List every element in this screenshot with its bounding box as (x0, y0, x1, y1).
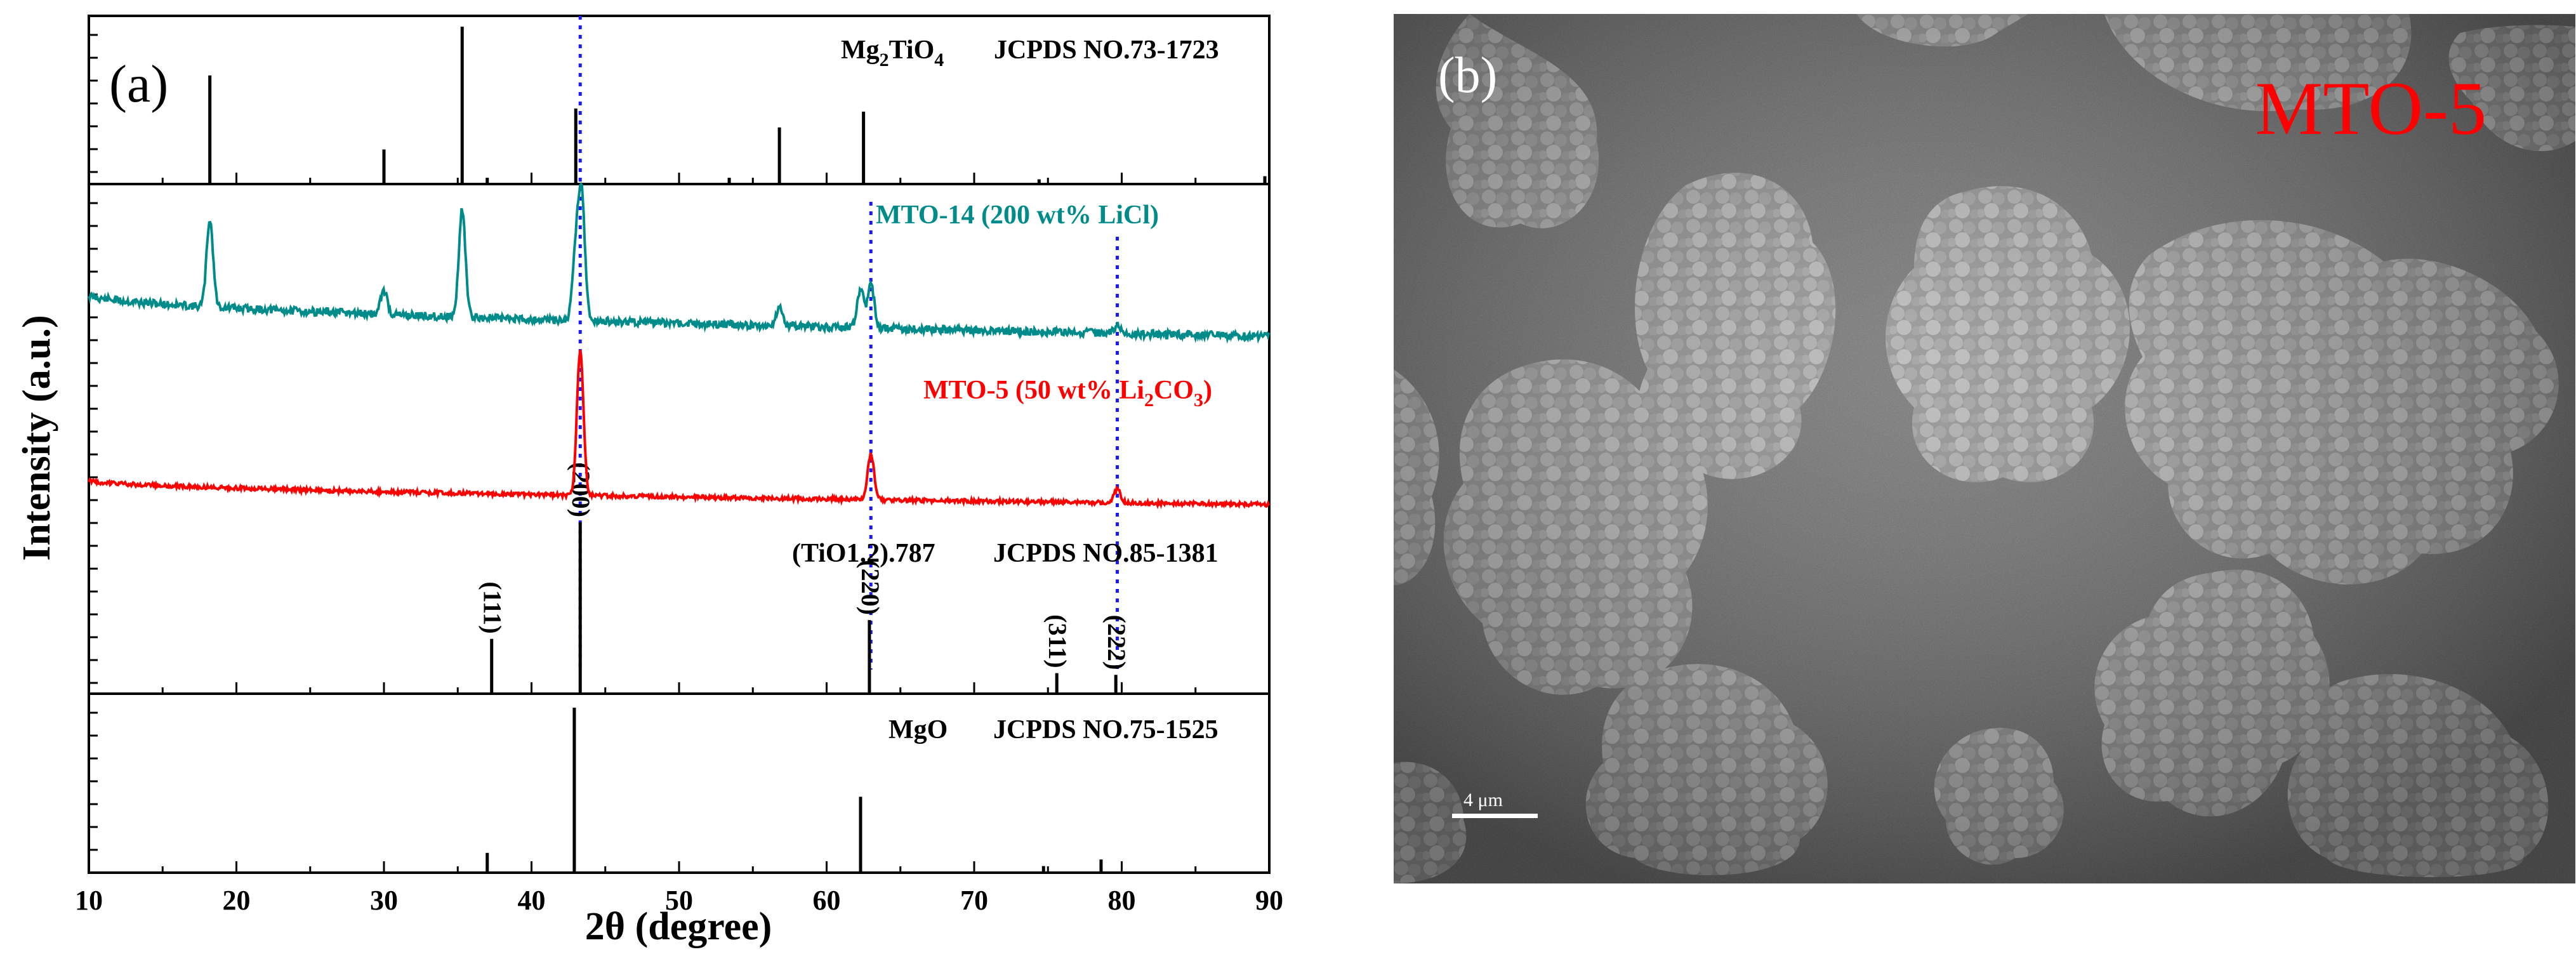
x-tick-label: 30 (370, 885, 398, 916)
x-tick-label: 60 (813, 885, 841, 916)
sem-panel-label: (b) (1438, 48, 1498, 103)
xrd-chart: 10 20 30 40 50 60 70 80 90 (111)(200)(220)(311)(… (15, 15, 1283, 948)
sem-micrograph: (b) MTO-5 4 μm (1394, 14, 2575, 883)
mgo-card: JCPDS NO.75-1525 (993, 715, 1219, 744)
axis-ticks: 10 20 30 40 50 60 70 80 90 (75, 34, 1283, 916)
mgo-label: MgO (888, 715, 948, 744)
mto14-pattern (88, 182, 1271, 344)
x-tick-label: 80 (1108, 885, 1136, 916)
x-tick-label: 70 (960, 885, 988, 916)
mto5-pattern (88, 350, 1271, 510)
reference-lines (578, 16, 1120, 670)
hkl-label: (111) (479, 581, 507, 633)
x-tick-label: 40 (518, 885, 546, 916)
y-axis-title: Intensity (a.u.) (15, 315, 58, 561)
hkl-label: (311) (1043, 614, 1072, 668)
tio-label: (TiO1.2).787 (792, 539, 935, 568)
sem-image (1394, 14, 2575, 883)
hkl-label: (222) (1102, 615, 1131, 670)
x-tick-label: 50 (665, 885, 693, 916)
mg2tio4-label: Mg2TiO4 (841, 36, 944, 70)
tio-card: JCPDS NO.85-1381 (993, 539, 1219, 568)
x-axis-title: 2θ (degree) (585, 905, 772, 948)
chart-marks: (111)(200)(220)(311) (222) (88, 27, 1271, 873)
mto14-label: MTO-14 (200 wt% LiCl) (876, 201, 1159, 230)
x-tick-label: 20 (223, 885, 251, 916)
panel-label: (a) (109, 55, 168, 114)
x-tick-label: 10 (75, 885, 103, 916)
scale-bar-label: 4 μm (1463, 790, 1503, 810)
scale-bar (1452, 814, 1538, 818)
sem-sample-label: MTO-5 (2255, 66, 2487, 150)
hkl-label: (220) (856, 560, 885, 615)
mg2tio4-card: JCPDS NO.73-1723 (994, 36, 1219, 65)
x-tick-label: 90 (1255, 885, 1283, 916)
mto5-label: MTO-5 (50 wt% Li2CO3) (923, 376, 1212, 411)
